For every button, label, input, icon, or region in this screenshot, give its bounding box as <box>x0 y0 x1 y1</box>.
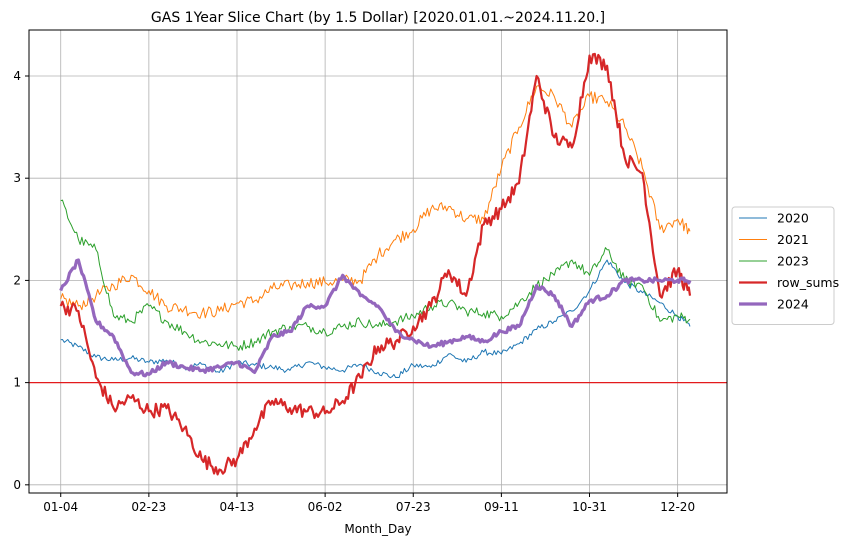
series-layer <box>59 52 692 476</box>
grid <box>29 30 727 493</box>
y-tick-label: 2 <box>13 273 21 287</box>
y-tick-label: 0 <box>13 478 21 492</box>
y-tick-label: 3 <box>13 171 21 185</box>
series-line-2023 <box>60 199 691 351</box>
x-tick-label: 07-23 <box>396 500 431 514</box>
x-tick-label: 10-31 <box>572 500 607 514</box>
legend-label: row_sums <box>777 275 839 290</box>
series-line-2021 <box>60 85 691 319</box>
x-tick-label: 01-04 <box>43 500 78 514</box>
legend-box <box>731 206 835 325</box>
y-axis: 0 1 2 3 4 <box>13 69 29 492</box>
series-line-2024 <box>59 258 692 378</box>
y-tick-label: 1 <box>13 376 21 390</box>
x-tick-label: 04-13 <box>220 500 255 514</box>
legend-label: 2020 <box>777 211 809 226</box>
legend-label: 2021 <box>777 232 809 247</box>
x-tick-label: 12-20 <box>660 500 695 514</box>
legend-label: 2024 <box>777 297 809 312</box>
legend-label: 2023 <box>777 254 809 269</box>
y-tick-label: 4 <box>13 69 21 83</box>
chart-title: GAS 1Year Slice Chart (by 1.5 Dollar) [2… <box>151 10 605 26</box>
plot-frame <box>28 29 728 494</box>
x-axis: 01-04 02-23 04-13 06-02 07-23 09-11 10-31 12-20 <box>43 493 695 514</box>
x-tick-label: 09-11 <box>484 500 519 514</box>
x-axis-label: Month_Day <box>344 522 411 536</box>
legend: 2020 2021 2023 row_sums 2024 <box>731 206 839 325</box>
series-line-row_sums <box>59 52 692 476</box>
series-line-2020 <box>60 259 691 379</box>
x-tick-label: 06-02 <box>308 500 343 514</box>
x-tick-label: 02-23 <box>131 500 166 514</box>
